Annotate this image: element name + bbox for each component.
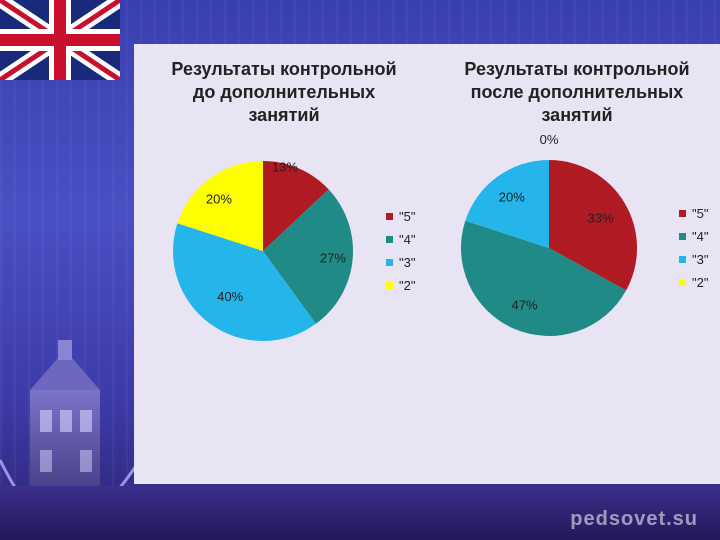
legend-swatch (386, 213, 393, 220)
chart-title-line: Результаты контрольной (464, 59, 690, 79)
chart-title-line: до дополнительных (192, 82, 376, 102)
chart-title-line: после дополнительных (470, 82, 684, 102)
pie-chart: 13% 27% 40% 20% (173, 160, 353, 341)
chart-title: Результаты контрольной до дополнительных… (134, 58, 434, 127)
legend-item: "3" (386, 251, 415, 274)
chart-title-line: Результаты контрольной (171, 59, 397, 79)
pie-chart: 33% 47% 20% 0% (460, 132, 637, 337)
pie-data-label: 33% (587, 211, 613, 226)
legend-label: "4" (692, 229, 709, 244)
legend-item: "5" (386, 205, 415, 228)
chart-title-line: занятий (248, 105, 320, 125)
watermark: pedsovet.su (570, 508, 698, 530)
chart-title-line: занятий (541, 105, 613, 125)
legend-label: "5" (399, 209, 416, 224)
pie-data-label: 40% (217, 289, 243, 304)
pie-slice (549, 160, 637, 291)
pie-slice (263, 189, 353, 324)
chart-legend: "5" "4" "3" "2" (386, 205, 415, 297)
legend-swatch (679, 210, 686, 217)
legend-swatch (679, 279, 686, 286)
legend-label: "3" (399, 255, 416, 270)
pie-data-label: 13% (272, 160, 298, 175)
legend-item: "5" (679, 202, 708, 225)
legend-swatch (386, 236, 393, 243)
legend-swatch (679, 256, 686, 263)
pie-data-label: 0% (540, 132, 559, 147)
chart-legend: "5" "4" "3" "2" (679, 202, 708, 294)
legend-swatch (386, 282, 393, 289)
pie-data-label: 20% (499, 190, 525, 205)
legend-item: "2" (386, 274, 415, 297)
city-skyline-strip (0, 486, 720, 540)
legend-label: "5" (692, 206, 709, 221)
legend-item: "4" (679, 225, 708, 248)
legend-label: "2" (692, 275, 709, 290)
legend-label: "3" (692, 252, 709, 267)
chart-title: Результаты контрольной после дополнитель… (434, 58, 720, 127)
chart-after: Результаты контрольной после дополнитель… (434, 44, 720, 384)
legend-swatch (679, 233, 686, 240)
pie-slice (460, 220, 627, 337)
legend-item: "4" (386, 228, 415, 251)
pie-slice (465, 160, 549, 248)
legend-swatch (386, 259, 393, 266)
pie-data-label: 27% (320, 251, 346, 266)
pie-slice (177, 161, 263, 251)
slide-panel: Результаты контрольной до дополнительных… (134, 44, 720, 484)
legend-item: "3" (679, 248, 708, 271)
pie-slice (263, 161, 329, 251)
union-jack-flag-image (0, 0, 120, 80)
chart-before: Результаты контрольной до дополнительных… (134, 44, 434, 384)
pie-slice (173, 223, 316, 341)
legend-item: "2" (679, 271, 708, 294)
pie-data-label: 20% (206, 192, 232, 207)
pie-data-label: 47% (512, 298, 538, 313)
legend-label: "4" (399, 232, 416, 247)
legend-label: "2" (399, 278, 416, 293)
